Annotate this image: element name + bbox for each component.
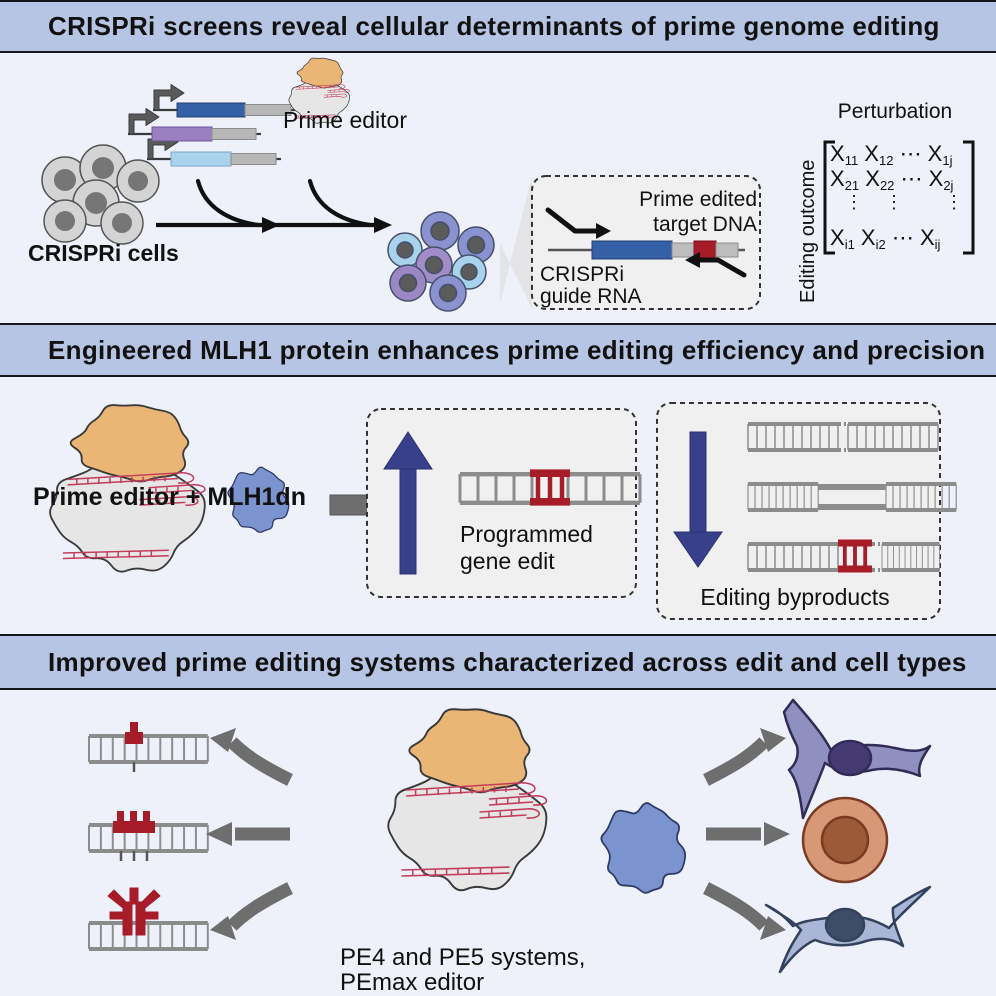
svg-text:target DNA: target DNA xyxy=(653,213,757,236)
svg-text:Editing byproducts: Editing byproducts xyxy=(700,584,889,610)
svg-text:Prime editor: Prime editor xyxy=(283,107,407,133)
svg-text:guide RNA: guide RNA xyxy=(540,285,642,308)
svg-text:gene edit: gene edit xyxy=(460,548,555,574)
svg-text:CRISPRi cells: CRISPRi cells xyxy=(28,240,179,266)
svg-text:⋮: ⋮ xyxy=(845,192,863,212)
svg-text:Prime editor + MLH1dn: Prime editor + MLH1dn xyxy=(33,483,306,511)
svg-text:Prime edited: Prime edited xyxy=(639,188,757,211)
svg-text:X11 X12 ⋯ X1j: X11 X12 ⋯ X1j xyxy=(830,141,953,168)
svg-text:Perturbation: Perturbation xyxy=(838,100,952,123)
svg-text:⋮: ⋮ xyxy=(885,192,903,212)
svg-text:Xi1 Xi2 ⋯ Xij: Xi1 Xi2 ⋯ Xij xyxy=(830,225,941,252)
svg-text:PEmax editor: PEmax editor xyxy=(340,969,484,996)
svg-text:⋮: ⋮ xyxy=(945,192,963,212)
svg-text:X21 X22 ⋯ X2j: X21 X22 ⋯ X2j xyxy=(830,166,954,193)
svg-text:PE4 and PE5 systems,: PE4 and PE5 systems, xyxy=(340,944,585,971)
svg-text:CRISPRi: CRISPRi xyxy=(540,263,624,286)
svg-text:Programmed: Programmed xyxy=(460,521,593,547)
